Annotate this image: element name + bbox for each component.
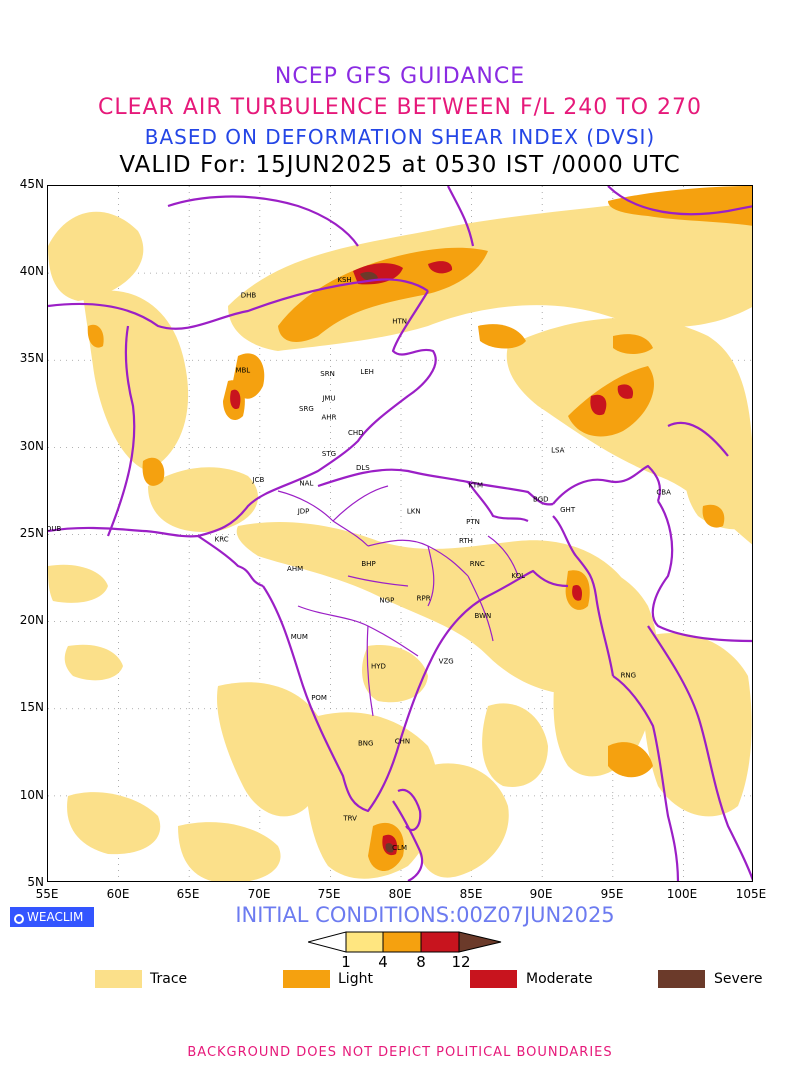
station-label-hyd: HYD <box>371 663 386 671</box>
map-canvas: DHB KSH HTN MBL SRN LEH JMU SRG AHR CHD LSA STG DLS J… <box>48 186 752 881</box>
lon-label-70e: 70E <box>247 887 271 901</box>
trace-turbulence-areas <box>48 193 752 881</box>
station-label-rth: RTH <box>459 537 473 545</box>
lon-label-90e: 90E <box>529 887 553 901</box>
legend-severe-label: Severe <box>714 971 763 987</box>
station-label-kol: KOL <box>511 572 525 580</box>
station-label-bgd: BGD <box>533 495 549 503</box>
legend-light-label: Light <box>338 971 373 987</box>
station-label-srn: SRN <box>320 370 335 378</box>
initial-conditions: INITIAL CONDITIONS:00Z07JUN2025 <box>235 903 615 927</box>
lon-label-65e: 65E <box>176 887 200 901</box>
station-label-stg: STG <box>322 450 336 458</box>
lat-label-5n: 5N <box>27 875 44 889</box>
colorbar <box>308 931 502 953</box>
station-labels: DHB KSH HTN MBL SRN LEH JMU SRG AHR CHD LSA STG DLS J… <box>48 276 671 852</box>
station-label-ksh: KSH <box>337 276 351 284</box>
station-label-srg: SRG <box>299 405 314 413</box>
country-boundaries <box>48 186 752 881</box>
lon-label-55e: 55E <box>35 887 59 901</box>
station-label-nal: NAL <box>299 480 313 488</box>
disclaimer-footer: BACKGROUND DOES NOT DEPICT POLITICAL BOU… <box>187 1045 613 1060</box>
station-label-ktm: KTM <box>469 481 483 489</box>
colorbar-severe-arrow <box>458 931 502 953</box>
lon-label-105e: 105E <box>735 887 767 901</box>
station-label-cba: CBA <box>656 488 671 496</box>
lat-label-45n: 45N <box>19 177 44 191</box>
station-label-mbl: MBL <box>235 366 250 374</box>
legend-severe-swatch <box>658 970 705 988</box>
station-label-dhb: DHB <box>241 292 257 300</box>
station-label-leh: LEH <box>360 368 374 376</box>
station-label-jcb: JCB <box>252 476 265 484</box>
station-label-rpr: RPR <box>417 595 431 603</box>
station-label-chd: CHD <box>348 429 364 437</box>
station-label-lsa: LSA <box>551 447 564 455</box>
chart-title-line-3: BASED ON DEFORMATION SHEAR INDEX (DVSI) <box>144 125 656 149</box>
lon-label-75e: 75E <box>317 887 341 901</box>
lon-label-95e: 95E <box>600 887 624 901</box>
lat-label-15n: 15N <box>19 700 44 714</box>
lat-label-10n: 10N <box>19 788 44 802</box>
lat-label-30n: 30N <box>19 439 44 453</box>
lat-label-40n: 40N <box>19 264 44 278</box>
lon-label-60e: 60E <box>106 887 130 901</box>
station-label-bhp: BHP <box>361 560 375 568</box>
station-label-lkn: LKN <box>407 508 421 516</box>
lon-label-80e: 80E <box>388 887 412 901</box>
station-label-jmu: JMU <box>321 394 335 402</box>
logo-ring-icon <box>14 914 24 924</box>
station-label-bng: BNG <box>358 739 373 747</box>
station-label-pom: POM <box>311 694 327 702</box>
station-label-krc: KRC <box>215 535 229 543</box>
station-label-rng: RNG <box>621 671 637 679</box>
chart-title-line-2: CLEAR AIR TURBULENCE BETWEEN F/L 240 TO … <box>97 95 703 120</box>
station-label-htn: HTN <box>392 318 407 326</box>
valid-time-title: VALID For: 15JUN2025 at 0530 IST /0000 U… <box>119 152 681 178</box>
station-label-ahm: AHM <box>287 565 303 573</box>
legend-moderate-label: Moderate <box>526 971 593 987</box>
station-label-rnc: RNC <box>470 560 485 568</box>
lon-label-85e: 85E <box>459 887 483 901</box>
lat-label-20n: 20N <box>19 613 44 627</box>
station-label-clm: CLM <box>392 844 407 852</box>
station-label-dls: DLS <box>356 464 370 472</box>
station-label-ngp: NGP <box>379 596 394 604</box>
lat-label-25n: 25N <box>19 526 44 540</box>
station-label-ptn: PTN <box>466 518 480 526</box>
brand-label: WEACLIM <box>27 910 84 924</box>
station-label-ahr: AHR <box>322 413 337 421</box>
colorbar-trace-bin <box>345 931 384 953</box>
colorbar-tick-4: 4 <box>378 953 388 971</box>
severe-turbulence-areas <box>360 271 394 853</box>
legend-trace-label: Trace <box>150 971 188 987</box>
station-label-trv: TRV <box>342 814 357 822</box>
turbulence-map: DHB KSH HTN MBL SRN LEH JMU SRG AHR CHD LSA STG DLS J… <box>47 185 753 882</box>
legend-trace-swatch <box>95 970 142 988</box>
state-boundaries <box>277 485 519 717</box>
lon-label-100e: 100E <box>666 887 698 901</box>
station-label-mum: MUM <box>291 633 308 641</box>
colorbar-light-bin <box>382 931 422 953</box>
colorbar-low-arrow <box>308 931 347 953</box>
chart-title-line-1: NCEP GFS GUIDANCE <box>274 64 526 89</box>
station-label-dub: DUB <box>48 525 61 533</box>
station-label-jdp: JDP <box>297 508 310 516</box>
lat-label-35n: 35N <box>19 351 44 365</box>
legend-light-swatch <box>283 970 330 988</box>
station-label-bwn: BWN <box>475 612 492 620</box>
station-label-ght: GHT <box>560 506 576 514</box>
colorbar-moderate-bin <box>420 931 460 953</box>
station-label-chn: CHN <box>395 738 410 746</box>
colorbar-tick-12: 12 <box>451 953 471 971</box>
legend-moderate-swatch <box>470 970 517 988</box>
colorbar-tick-8: 8 <box>416 953 426 971</box>
weaclim-logo: WEACLIM <box>10 907 94 927</box>
colorbar-tick-1: 1 <box>341 953 351 971</box>
station-label-vzg: VZG <box>439 657 454 665</box>
